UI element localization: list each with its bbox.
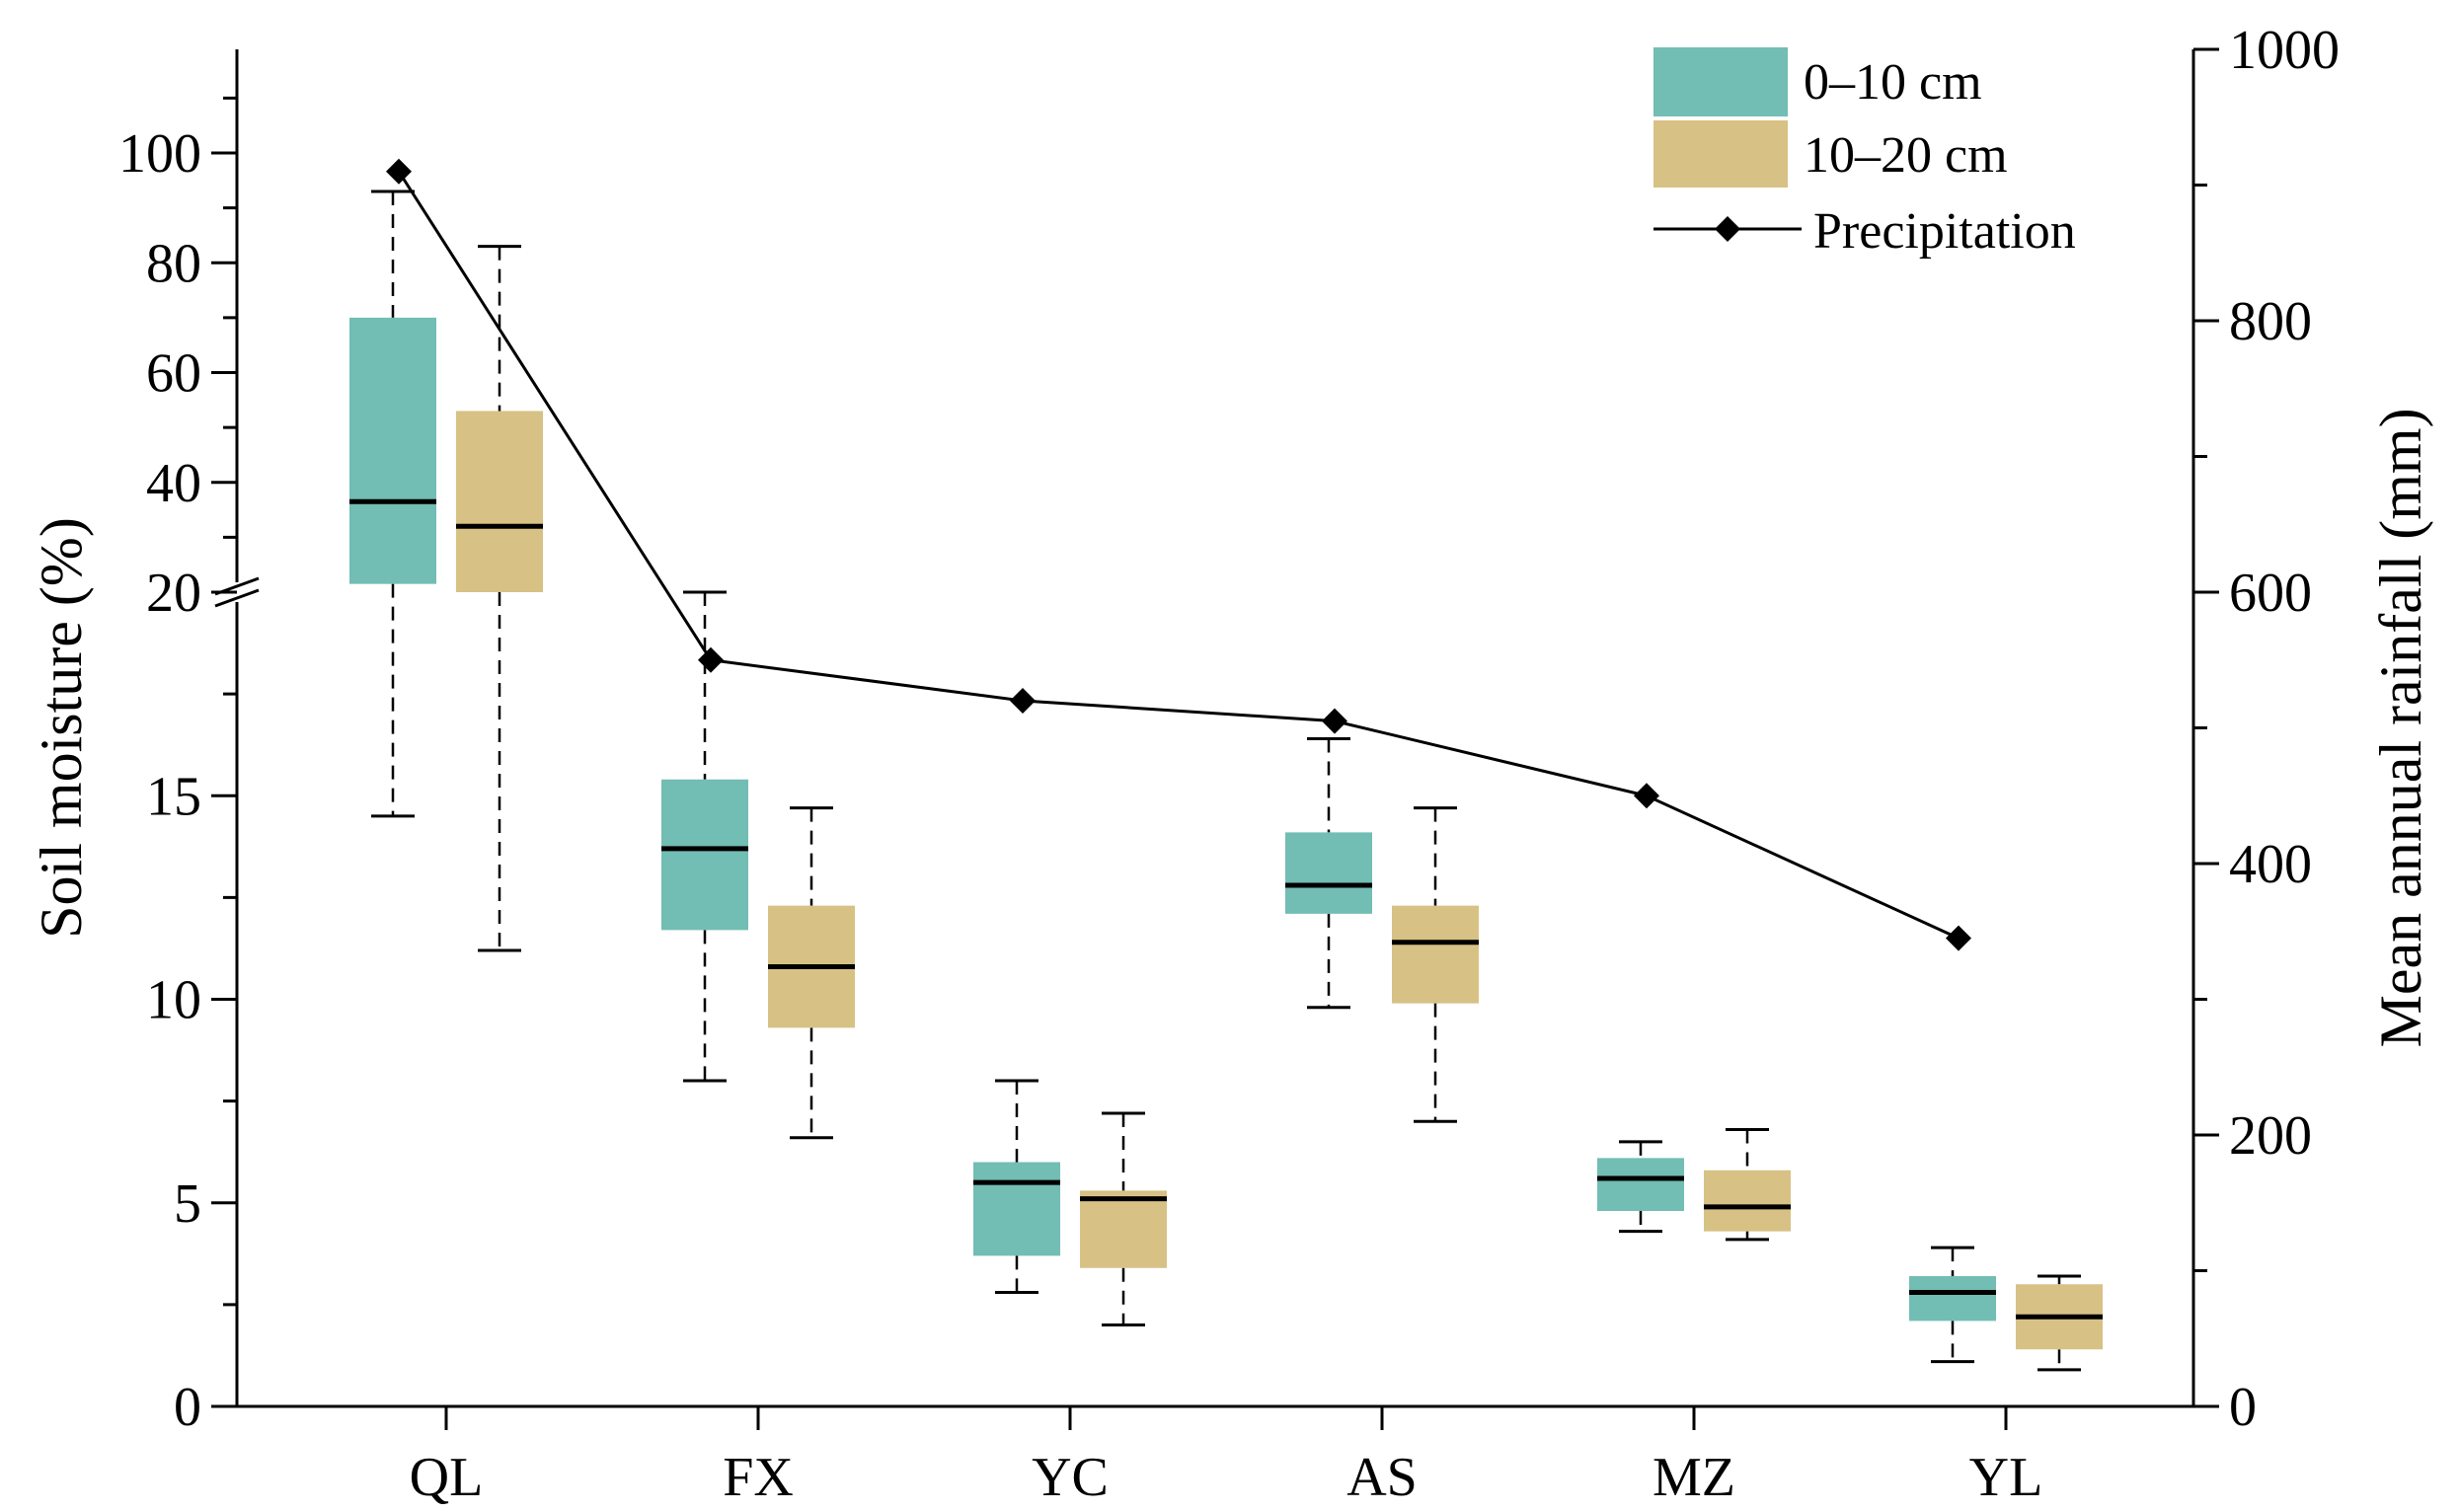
precipitation-point	[386, 158, 412, 185]
axis-break-slash	[214, 588, 260, 608]
x-tick-label: YL	[1969, 1447, 2043, 1508]
box-plot-ql-10-20cm	[456, 245, 543, 952]
x-tick-label: QL	[410, 1447, 484, 1508]
box-iqr	[661, 779, 748, 931]
legend-label-0-10cm: 0–10 cm	[1804, 54, 1982, 111]
box-plots	[349, 189, 2103, 1372]
box-plot-mz-0-10cm	[1597, 1140, 1684, 1234]
box-plot-ql-0-10cm	[349, 189, 436, 818]
left-y-tick-label: 20	[146, 563, 201, 624]
right-y-tick-label: 600	[2229, 563, 2312, 624]
box-plot-mz-10-20cm	[1704, 1128, 1791, 1242]
precipitation-point	[1010, 688, 1036, 714]
precipitation-line	[397, 170, 1960, 940]
box-plot-yl-10-20cm	[2016, 1274, 2103, 1372]
left-y-tick-label: 40	[146, 453, 201, 514]
box-plot-yc-10-20cm	[1080, 1111, 1167, 1326]
legend-label-10-20cm: 10–20 cm	[1804, 127, 2008, 184]
left-y-axis-title: Soil moisture (%)	[29, 517, 94, 939]
legend-label-precipitation: Precipitation	[1813, 203, 2076, 260]
left-y-ticks: 0 5 10 15 20 40 60 80 100	[118, 96, 237, 1438]
x-tick-label: FX	[723, 1447, 794, 1508]
box-iqr	[1080, 1190, 1167, 1268]
precipitation-point	[1634, 783, 1659, 809]
left-y-tick-label: 10	[146, 970, 201, 1031]
box-plot-yl-0-10cm	[1909, 1246, 1996, 1364]
right-y-ticks: 0 200 400 600 800 1000	[2193, 20, 2340, 1438]
legend-swatch-0-10cm	[1653, 47, 1788, 116]
right-y-tick-label: 200	[2229, 1105, 2312, 1167]
x-tick-label: AS	[1346, 1447, 1418, 1508]
legend: 0–10 cm 10–20 cm Precipitation	[1653, 47, 2076, 260]
precipitation-point	[1322, 708, 1347, 734]
right-y-tick-label: 0	[2229, 1377, 2257, 1438]
legend-precipitation-marker	[1715, 216, 1740, 242]
box-iqr	[456, 411, 543, 592]
x-tick-label: MZ	[1653, 1447, 1735, 1508]
right-y-axis-title: Mean annual rainfall (mm)	[2368, 408, 2433, 1047]
box-plot-yc-0-10cm	[973, 1079, 1060, 1294]
left-y-tick-label: 0	[174, 1377, 201, 1438]
box-plot-as-0-10cm	[1285, 737, 1372, 1010]
box-iqr	[1392, 905, 1479, 1004]
box-plot-as-10-20cm	[1392, 806, 1479, 1123]
box-plot-fx-10-20cm	[768, 806, 855, 1140]
box-plot-fx-0-10cm	[661, 590, 748, 1083]
left-y-tick-label: 15	[146, 766, 201, 827]
box-iqr	[973, 1162, 1060, 1256]
left-y-tick-label: 5	[174, 1173, 201, 1235]
right-y-tick-label: 400	[2229, 834, 2312, 895]
left-y-tick-label: 100	[118, 123, 201, 185]
box-iqr	[1285, 832, 1372, 914]
left-y-tick-label: 80	[146, 233, 201, 294]
box-iqr	[1704, 1170, 1791, 1232]
box-iqr	[349, 317, 436, 584]
precipitation-line-series	[386, 158, 1971, 951]
box-iqr	[1909, 1276, 1996, 1322]
precipitation-point	[698, 646, 724, 673]
right-y-tick-label: 1000	[2229, 20, 2340, 81]
x-ticks: QL FX YC AS MZ YL	[410, 1406, 2043, 1508]
box-iqr	[1597, 1158, 1684, 1211]
left-y-tick-label: 60	[146, 343, 201, 405]
right-y-tick-label: 800	[2229, 291, 2312, 352]
plot-area: 0 5 10 15 20 40 60 80 100 0 200 400 600 800 1000 QL FX…	[118, 20, 2340, 1508]
legend-swatch-10-20cm	[1653, 120, 1788, 188]
x-tick-label: YC	[1032, 1447, 1109, 1508]
precipitation-point	[1946, 925, 1971, 951]
